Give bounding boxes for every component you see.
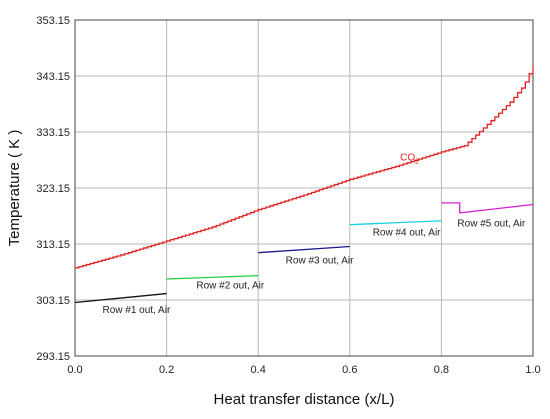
x-tick-label: 0.4 <box>251 364 266 376</box>
series-line-1 <box>74 292 167 304</box>
row-annotation: Row #3 out, Air <box>286 255 354 266</box>
y-tick-label: 303.15 <box>36 295 70 307</box>
series-line-4 <box>349 220 442 226</box>
x-axis-title: Heat transfer distance (x/L) <box>214 391 395 408</box>
row-annotation: Row #5 out, Air <box>457 218 525 229</box>
axis-ticks: 0.0 0.2 0.4 0.6 0.8 1.0 293.15 303.15 313.15 323.… <box>36 15 540 376</box>
series-line-5 <box>441 202 534 214</box>
y-tick-label: 323.15 <box>36 183 70 195</box>
series-layer <box>74 65 534 304</box>
co2-label-subscript: 2 <box>415 158 419 165</box>
row-annotation: Row #4 out, Air <box>373 227 441 238</box>
row-annotation: Row #1 out, Air <box>102 305 170 316</box>
series-line-2 <box>166 274 259 280</box>
co2-label-main: CO <box>400 152 415 163</box>
row-annotation: Row #2 out, Air <box>196 281 264 292</box>
x-tick-label: 1.0 <box>525 364 540 376</box>
x-tick-label: 0.2 <box>159 364 174 376</box>
y-tick-label: 293.15 <box>36 351 70 363</box>
co2-label: CO2 <box>400 152 419 165</box>
y-axis-title: Temperature ( K ) <box>6 130 23 247</box>
y-tick-label: 343.15 <box>36 71 70 83</box>
series-line-3 <box>258 245 350 254</box>
grid <box>75 20 533 356</box>
y-tick-label: 313.15 <box>36 239 70 251</box>
annotations: Row #1 out, Air Row #2 out, Air Row #3 out… <box>102 152 525 316</box>
series-line-0 <box>75 65 534 269</box>
x-tick-label: 0.8 <box>434 364 449 376</box>
plot-frame <box>74 19 534 357</box>
y-tick-label: 353.15 <box>36 15 70 27</box>
x-tick-label: 0.0 <box>67 364 82 376</box>
y-tick-label: 333.15 <box>36 127 70 139</box>
x-tick-label: 0.6 <box>342 364 357 376</box>
